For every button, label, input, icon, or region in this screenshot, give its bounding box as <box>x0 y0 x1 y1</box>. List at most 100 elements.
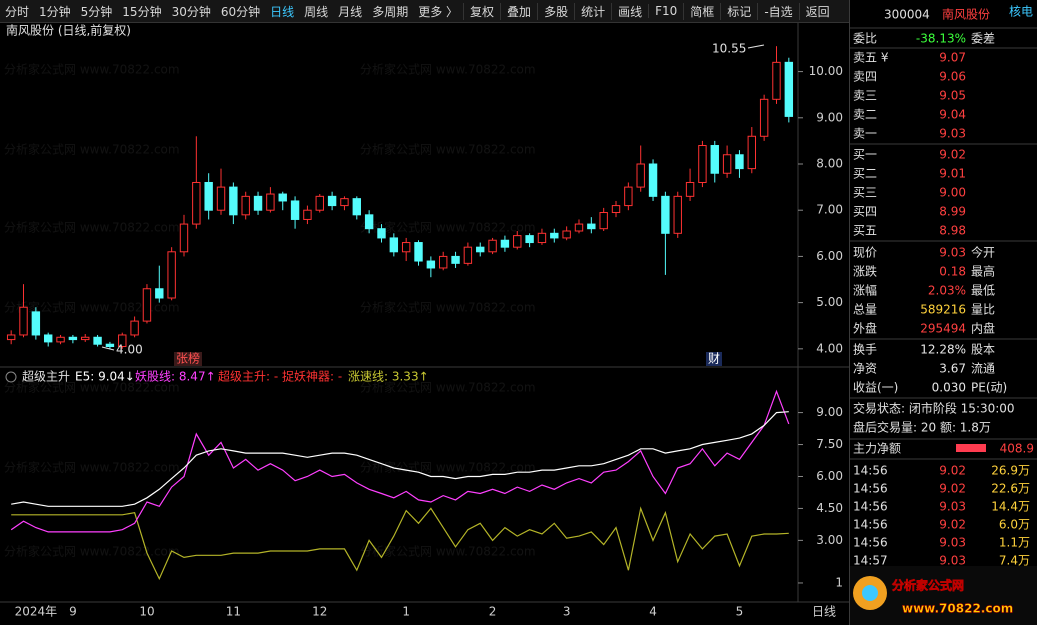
candle-body <box>241 195 250 216</box>
trade-time: 14:57 <box>853 554 888 568</box>
y-tick-label: 9.00 <box>816 110 843 124</box>
candle-body <box>550 232 559 239</box>
x-tick-label: 2 <box>489 605 497 619</box>
row-label: 外盘 <box>853 321 877 336</box>
logo-title: 分析家公式网 <box>892 578 964 593</box>
tool[interactable]: 简框 <box>683 2 720 20</box>
row-value: 589216 <box>920 303 966 317</box>
candle-body <box>562 230 571 239</box>
tool[interactable]: 多股 <box>537 2 574 20</box>
row-value: 295494 <box>920 322 966 336</box>
row-label: 总量 <box>853 303 877 317</box>
period[interactable]: 分时 <box>5 4 30 19</box>
row-extra: 股本 <box>971 343 995 357</box>
stock-code: 300004 <box>884 8 930 22</box>
candle-body <box>747 135 756 170</box>
watermark: 分析家公式网 www.70822.com <box>360 62 536 77</box>
candle-body <box>290 200 300 220</box>
candle-body <box>587 223 596 230</box>
trade-time: 14:56 <box>853 518 888 532</box>
row-label: 收益(一) <box>853 381 898 395</box>
tool[interactable]: -自选 <box>757 2 798 20</box>
row-value: 9.01 <box>939 167 966 181</box>
tool[interactable]: 标记 <box>720 2 757 20</box>
candle-body <box>167 251 176 299</box>
candle-body <box>266 193 275 211</box>
candle-body <box>56 336 65 343</box>
row-value: -38.13% <box>916 32 966 46</box>
period[interactable]: 更多 〉 <box>418 4 459 19</box>
row-value: 9.02 <box>939 148 966 162</box>
trade-price: 9.03 <box>939 500 966 514</box>
candle-body <box>118 334 127 348</box>
candle-body <box>488 239 497 253</box>
x-tick-label: 3 <box>563 605 571 619</box>
row-label: 卖四 <box>853 70 877 84</box>
watermark: 分析家公式网 www.70822.com <box>360 300 536 315</box>
y-tick-label: 7.50 <box>816 437 843 451</box>
candle-body <box>722 154 732 174</box>
x-tick-label: 5 <box>736 605 744 619</box>
candle-body <box>6 334 16 341</box>
candle-body <box>142 288 152 322</box>
period[interactable]: 1分钟 <box>39 4 71 19</box>
row-label: 卖五 ¥ <box>853 51 889 65</box>
tool[interactable]: 画线 <box>611 2 648 20</box>
tool[interactable]: 复权 <box>463 2 500 20</box>
candle-body <box>648 163 658 197</box>
x-tick-label: 1 <box>402 605 410 619</box>
legend-entry: 捉妖神器: - <box>282 369 342 384</box>
main-force-label: 主力净额 <box>853 442 901 456</box>
tool[interactable]: 统计 <box>574 2 611 20</box>
tool[interactable]: 返回 <box>798 2 836 20</box>
row-value: 9.00 <box>939 186 966 200</box>
candle-body <box>439 255 448 269</box>
trade-time: 14:56 <box>853 500 888 514</box>
legend-entry: 涨速线: 3.33↑ <box>348 369 429 384</box>
row-value: 0.030 <box>932 381 966 395</box>
trade-price: 9.03 <box>939 554 966 568</box>
candle-body <box>611 205 621 214</box>
period[interactable]: 周线 <box>304 4 329 19</box>
candle-body <box>278 193 287 202</box>
row-label: 买一 <box>853 148 877 162</box>
period[interactable]: 60分钟 <box>220 4 261 19</box>
period[interactable]: 5分钟 <box>80 4 113 19</box>
y-tick-label: 8.00 <box>816 157 843 171</box>
annotation-arrow <box>101 346 115 351</box>
watermark: 分析家公式网 www.70822.com <box>4 380 180 395</box>
trade-amount: 7.4万 <box>999 554 1030 568</box>
row-extra: PE(动) <box>971 381 1007 395</box>
period[interactable]: 15分钟 <box>122 4 162 19</box>
chart-title: 南风股份 (日线,前复权) <box>6 23 131 38</box>
row-value: 12.28% <box>920 343 966 357</box>
x-tick-label: 9 <box>69 605 77 619</box>
tool[interactable]: 叠加 <box>500 2 537 20</box>
candle-body <box>68 336 78 341</box>
candle-body <box>451 255 460 264</box>
candle-body <box>574 223 584 232</box>
candle-body <box>105 343 115 348</box>
period[interactable]: 多周期 <box>372 4 409 19</box>
y-tick-label: 5.00 <box>816 295 843 309</box>
candle-body <box>364 214 374 230</box>
candle-body <box>698 145 707 183</box>
candle-body <box>155 288 164 299</box>
watermark: 分析家公式网 www.70822.com <box>4 62 180 77</box>
indicator-line <box>11 411 789 507</box>
y-tick-label: 4.50 <box>816 501 843 515</box>
period[interactable]: 30分钟 <box>171 4 211 19</box>
x-tick-label: 2024年 <box>15 605 58 619</box>
trade-amount: 22.6万 <box>991 482 1030 496</box>
tool[interactable]: F10 <box>648 4 683 18</box>
row-extra: 最高 <box>971 264 995 279</box>
row-label: 卖一 <box>853 127 877 141</box>
period[interactable]: 月线 <box>338 4 363 19</box>
period[interactable]: 日线 <box>270 4 295 19</box>
y-tick-label: 10.00 <box>809 64 843 78</box>
candle-body <box>340 198 349 207</box>
candle-body <box>31 311 41 336</box>
candle-body <box>463 246 473 264</box>
